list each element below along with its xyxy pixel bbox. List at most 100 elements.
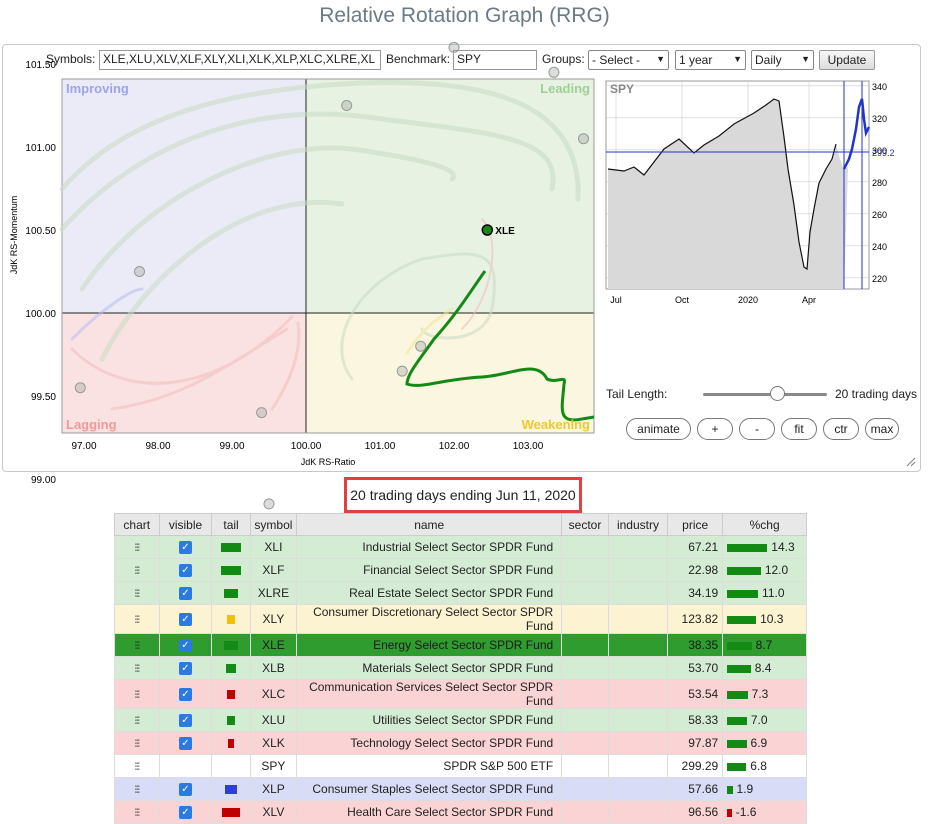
rrg-point[interactable] — [415, 340, 427, 352]
visible-cell[interactable]: ✓ — [158, 604, 213, 634]
visible-checkbox[interactable]: ✓ — [178, 613, 192, 627]
rrg-point[interactable] — [74, 382, 86, 394]
visible-checkbox[interactable]: ✓ — [178, 564, 192, 578]
zoom-out-button[interactable]: - — [739, 418, 775, 440]
rrg-point[interactable] — [481, 224, 494, 236]
chart-cell[interactable]: ⫶⫶⫶ — [114, 656, 160, 680]
table-row[interactable]: ⫶⫶⫶ ✓ XLI Industrial Select Sector SPDR Fun… — [114, 535, 807, 559]
table-row[interactable]: ⫶⫶⫶ ✓ XLP Consumer Staples Select Sector SP… — [114, 777, 807, 801]
zoom-in-button[interactable]: + — [697, 418, 733, 440]
column-header-price[interactable]: price — [667, 513, 724, 536]
candlestick-icon[interactable]: ⫶⫶⫶ — [134, 716, 140, 727]
rrg-point[interactable] — [548, 66, 560, 78]
resize-handle-icon[interactable] — [904, 455, 916, 467]
chart-cell[interactable]: ⫶⫶⫶ — [114, 535, 160, 559]
max-button[interactable]: max — [865, 418, 899, 440]
column-header-name[interactable]: name — [296, 513, 563, 536]
visible-checkbox[interactable]: ✓ — [178, 806, 192, 820]
price-cell: 53.70 — [667, 656, 724, 680]
table-row[interactable]: ⫶⫶⫶ ✓ XLY Consumer Discretionary Select Sec… — [114, 604, 807, 634]
visible-checkbox[interactable]: ✓ — [178, 587, 192, 601]
table-row[interactable]: ⫶⫶⫶ SPY SPDR S&P 500 ETF 299.29 6.8 — [114, 754, 807, 778]
visible-cell[interactable]: ✓ — [158, 731, 213, 755]
tail-length-handle[interactable] — [770, 386, 785, 401]
column-header-symbol[interactable]: symbol — [249, 513, 298, 536]
visible-cell[interactable]: ✓ — [158, 800, 213, 824]
chart-cell[interactable]: ⫶⫶⫶ — [114, 679, 160, 709]
column-header-sector[interactable]: sector — [561, 513, 609, 536]
symbols-input[interactable]: XLE,XLU,XLV,XLF,XLY,XLI,XLK,XLP,XLC,XLRE… — [99, 50, 381, 70]
visible-cell[interactable]: ✓ — [158, 535, 213, 559]
visible-cell[interactable]: ✓ — [158, 679, 213, 709]
visible-cell[interactable] — [158, 754, 213, 778]
visible-cell[interactable]: ✓ — [158, 581, 213, 605]
chart-cell[interactable]: ⫶⫶⫶ — [114, 800, 160, 824]
column-header-chart[interactable]: chart — [114, 513, 160, 536]
visible-checkbox[interactable]: ✓ — [178, 639, 192, 653]
visible-checkbox[interactable]: ✓ — [178, 714, 192, 728]
visible-checkbox[interactable]: ✓ — [178, 688, 192, 702]
chart-cell[interactable]: ⫶⫶⫶ — [114, 558, 160, 582]
candlestick-icon[interactable]: ⫶⫶⫶ — [134, 690, 140, 701]
rrg-chart[interactable]: XLE Improving Leading Lagging Weakening … — [25, 41, 595, 510]
rrg-point[interactable] — [256, 407, 268, 419]
table-row[interactable]: ⫶⫶⫶ ✓ XLK Technology Select Sector SPDR Fun… — [114, 731, 807, 755]
frequency-select[interactable]: Daily ▼ — [751, 50, 814, 70]
groups-select[interactable]: - Select - ▼ — [588, 50, 669, 70]
center-button[interactable]: ctr — [823, 418, 859, 440]
chart-cell[interactable]: ⫶⫶⫶ — [114, 604, 160, 634]
visible-cell[interactable]: ✓ — [158, 777, 213, 801]
rrg-point[interactable] — [396, 365, 408, 377]
chart-cell[interactable]: ⫶⫶⫶ — [114, 633, 160, 657]
visible-checkbox[interactable]: ✓ — [178, 662, 192, 676]
candlestick-icon[interactable]: ⫶⫶⫶ — [134, 543, 140, 554]
candlestick-icon[interactable]: ⫶⫶⫶ — [134, 566, 140, 577]
rrg-point[interactable] — [263, 498, 275, 510]
table-row[interactable]: ⫶⫶⫶ ✓ XLB Materials Select Sector SPDR Fund… — [114, 656, 807, 680]
chart-cell[interactable]: ⫶⫶⫶ — [114, 754, 160, 778]
update-button[interactable]: Update — [819, 50, 875, 70]
chart-cell[interactable]: ⫶⫶⫶ — [114, 731, 160, 755]
candlestick-icon[interactable]: ⫶⫶⫶ — [134, 664, 140, 675]
table-row[interactable]: ⫶⫶⫶ ✓ XLC Communication Services Select Sec… — [114, 679, 807, 709]
table-row[interactable]: ⫶⫶⫶ ✓ XLF Financial Select Sector SPDR Fund… — [114, 558, 807, 582]
column-header-industry[interactable]: industry — [607, 513, 669, 536]
visible-checkbox[interactable]: ✓ — [178, 737, 192, 751]
period-select[interactable]: 1 year ▼ — [675, 50, 746, 70]
benchmark-input[interactable]: SPY — [453, 50, 537, 70]
symbol-cell: XLB — [249, 656, 298, 680]
chart-cell[interactable]: ⫶⫶⫶ — [114, 708, 160, 732]
candlestick-icon[interactable]: ⫶⫶⫶ — [134, 615, 140, 626]
candlestick-icon[interactable]: ⫶⫶⫶ — [134, 808, 140, 819]
fit-button[interactable]: fit — [781, 418, 817, 440]
column-header-visible[interactable]: visible — [158, 513, 213, 536]
column-header-pctchg[interactable]: %chg — [722, 513, 807, 536]
rrg-point[interactable] — [448, 41, 460, 53]
visible-checkbox[interactable]: ✓ — [178, 541, 192, 555]
candlestick-icon[interactable]: ⫶⫶⫶ — [134, 762, 140, 773]
candlestick-icon[interactable]: ⫶⫶⫶ — [134, 739, 140, 750]
name-cell: SPDR S&P 500 ETF — [296, 754, 563, 778]
visible-checkbox[interactable]: ✓ — [178, 783, 192, 797]
industry-cell — [607, 581, 669, 605]
candlestick-icon[interactable]: ⫶⫶⫶ — [134, 589, 140, 600]
chart-cell[interactable]: ⫶⫶⫶ — [114, 581, 160, 605]
animate-button[interactable]: animate — [626, 418, 691, 440]
rrg-point[interactable] — [578, 133, 589, 145]
visible-cell[interactable]: ✓ — [158, 558, 213, 582]
candlestick-icon[interactable]: ⫶⫶⫶ — [134, 641, 140, 652]
rrg-point[interactable] — [134, 266, 145, 277]
symbol-cell: XLC — [249, 679, 298, 709]
table-row[interactable]: ⫶⫶⫶ ✓ XLE Energy Select Sector SPDR Fund 38.… — [114, 633, 807, 657]
table-row[interactable]: ⫶⫶⫶ ✓ XLV Health Care Select Sector SPDR Fu… — [114, 800, 807, 824]
candlestick-icon[interactable]: ⫶⫶⫶ — [134, 785, 140, 796]
visible-cell[interactable]: ✓ — [158, 633, 213, 657]
tail-length-slider[interactable] — [703, 393, 827, 396]
visible-cell[interactable]: ✓ — [158, 656, 213, 680]
table-row[interactable]: ⫶⫶⫶ ✓ XLU Utilities Select Sector SPDR Fund… — [114, 708, 807, 732]
rrg-point[interactable] — [341, 100, 353, 111]
visible-cell[interactable]: ✓ — [158, 708, 213, 732]
chart-cell[interactable]: ⫶⫶⫶ — [114, 777, 160, 801]
column-header-tail[interactable]: tail — [211, 513, 251, 536]
table-row[interactable]: ⫶⫶⫶ ✓ XLRE Real Estate Select Sector SPDR F… — [114, 581, 807, 605]
